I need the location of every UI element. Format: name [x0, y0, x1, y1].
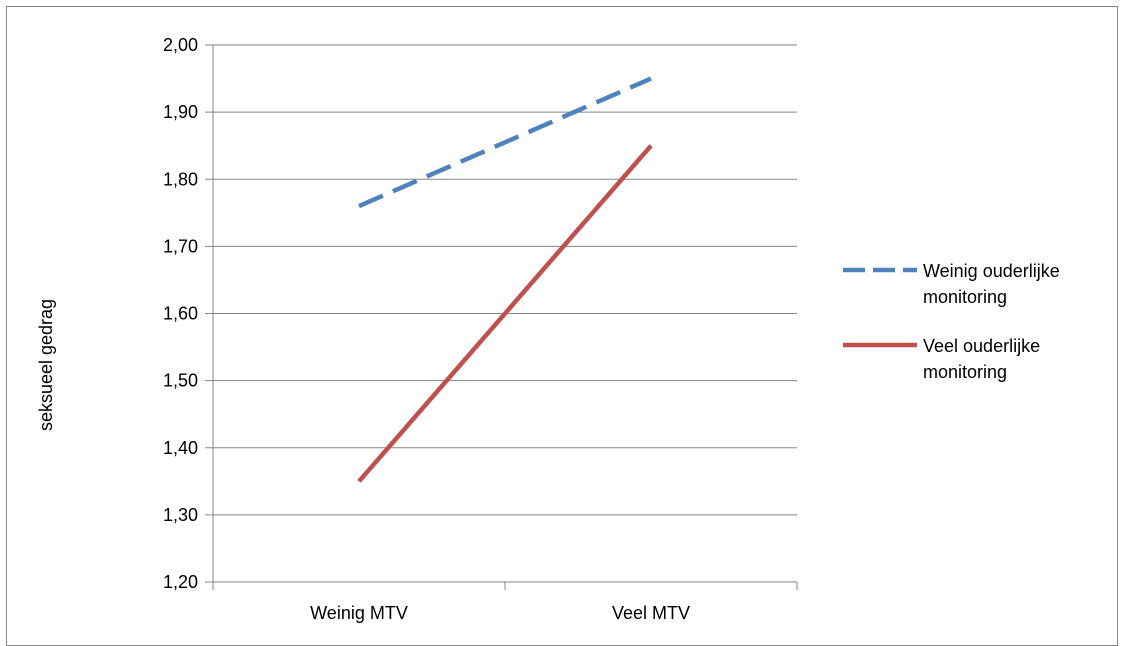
x-tick-labels: Weinig MTV Veel MTV [310, 603, 690, 623]
series-line-2 [357, 144, 653, 483]
y-tick-label: 1,50 [163, 371, 198, 391]
y-tick-label: 1,70 [163, 236, 198, 256]
y-tick-labels: 1,20 1,30 1,40 1,50 1,60 1,70 1,80 1,90 2,00 [163, 35, 198, 592]
chart-frame [6, 6, 1118, 646]
legend: Weinig ouderlijke monitoring Veel ouderlij… [843, 261, 1060, 382]
y-tick-label: 1,80 [163, 169, 198, 189]
gridlines [205, 44, 797, 516]
series-lines [357, 76, 653, 483]
series-line-1 [358, 76, 652, 209]
legend-label-1: Weinig ouderlijke monitoring [923, 261, 1060, 307]
y-tick-label: 1,20 [163, 572, 198, 592]
line-chart: 1,20 1,30 1,40 1,50 1,60 1,70 1,80 1,90 2,00 Wei… [36, 35, 1060, 623]
axes [205, 45, 798, 590]
y-tick-label: 1,60 [163, 304, 198, 324]
y-tick-label: 2,00 [163, 35, 198, 55]
y-axis-label: seksueel gedrag [36, 299, 56, 431]
y-tick-label: 1,40 [163, 438, 198, 458]
y-tick-label: 1,30 [163, 505, 198, 525]
legend-label-2: Veel ouderlijke monitoring [923, 336, 1040, 382]
x-tick-label: Weinig MTV [310, 603, 408, 623]
y-tick-label: 1,90 [163, 102, 198, 122]
x-tick-label: Veel MTV [612, 603, 690, 623]
